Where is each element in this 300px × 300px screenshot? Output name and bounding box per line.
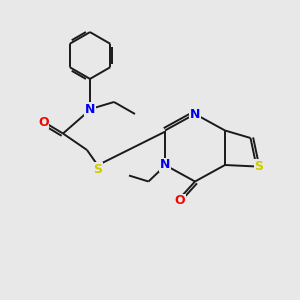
Text: N: N <box>160 158 170 172</box>
Text: O: O <box>38 116 49 129</box>
Text: S: S <box>93 163 102 176</box>
Text: N: N <box>85 103 95 116</box>
Text: S: S <box>254 160 263 173</box>
Text: N: N <box>190 107 200 121</box>
Text: O: O <box>175 194 185 208</box>
